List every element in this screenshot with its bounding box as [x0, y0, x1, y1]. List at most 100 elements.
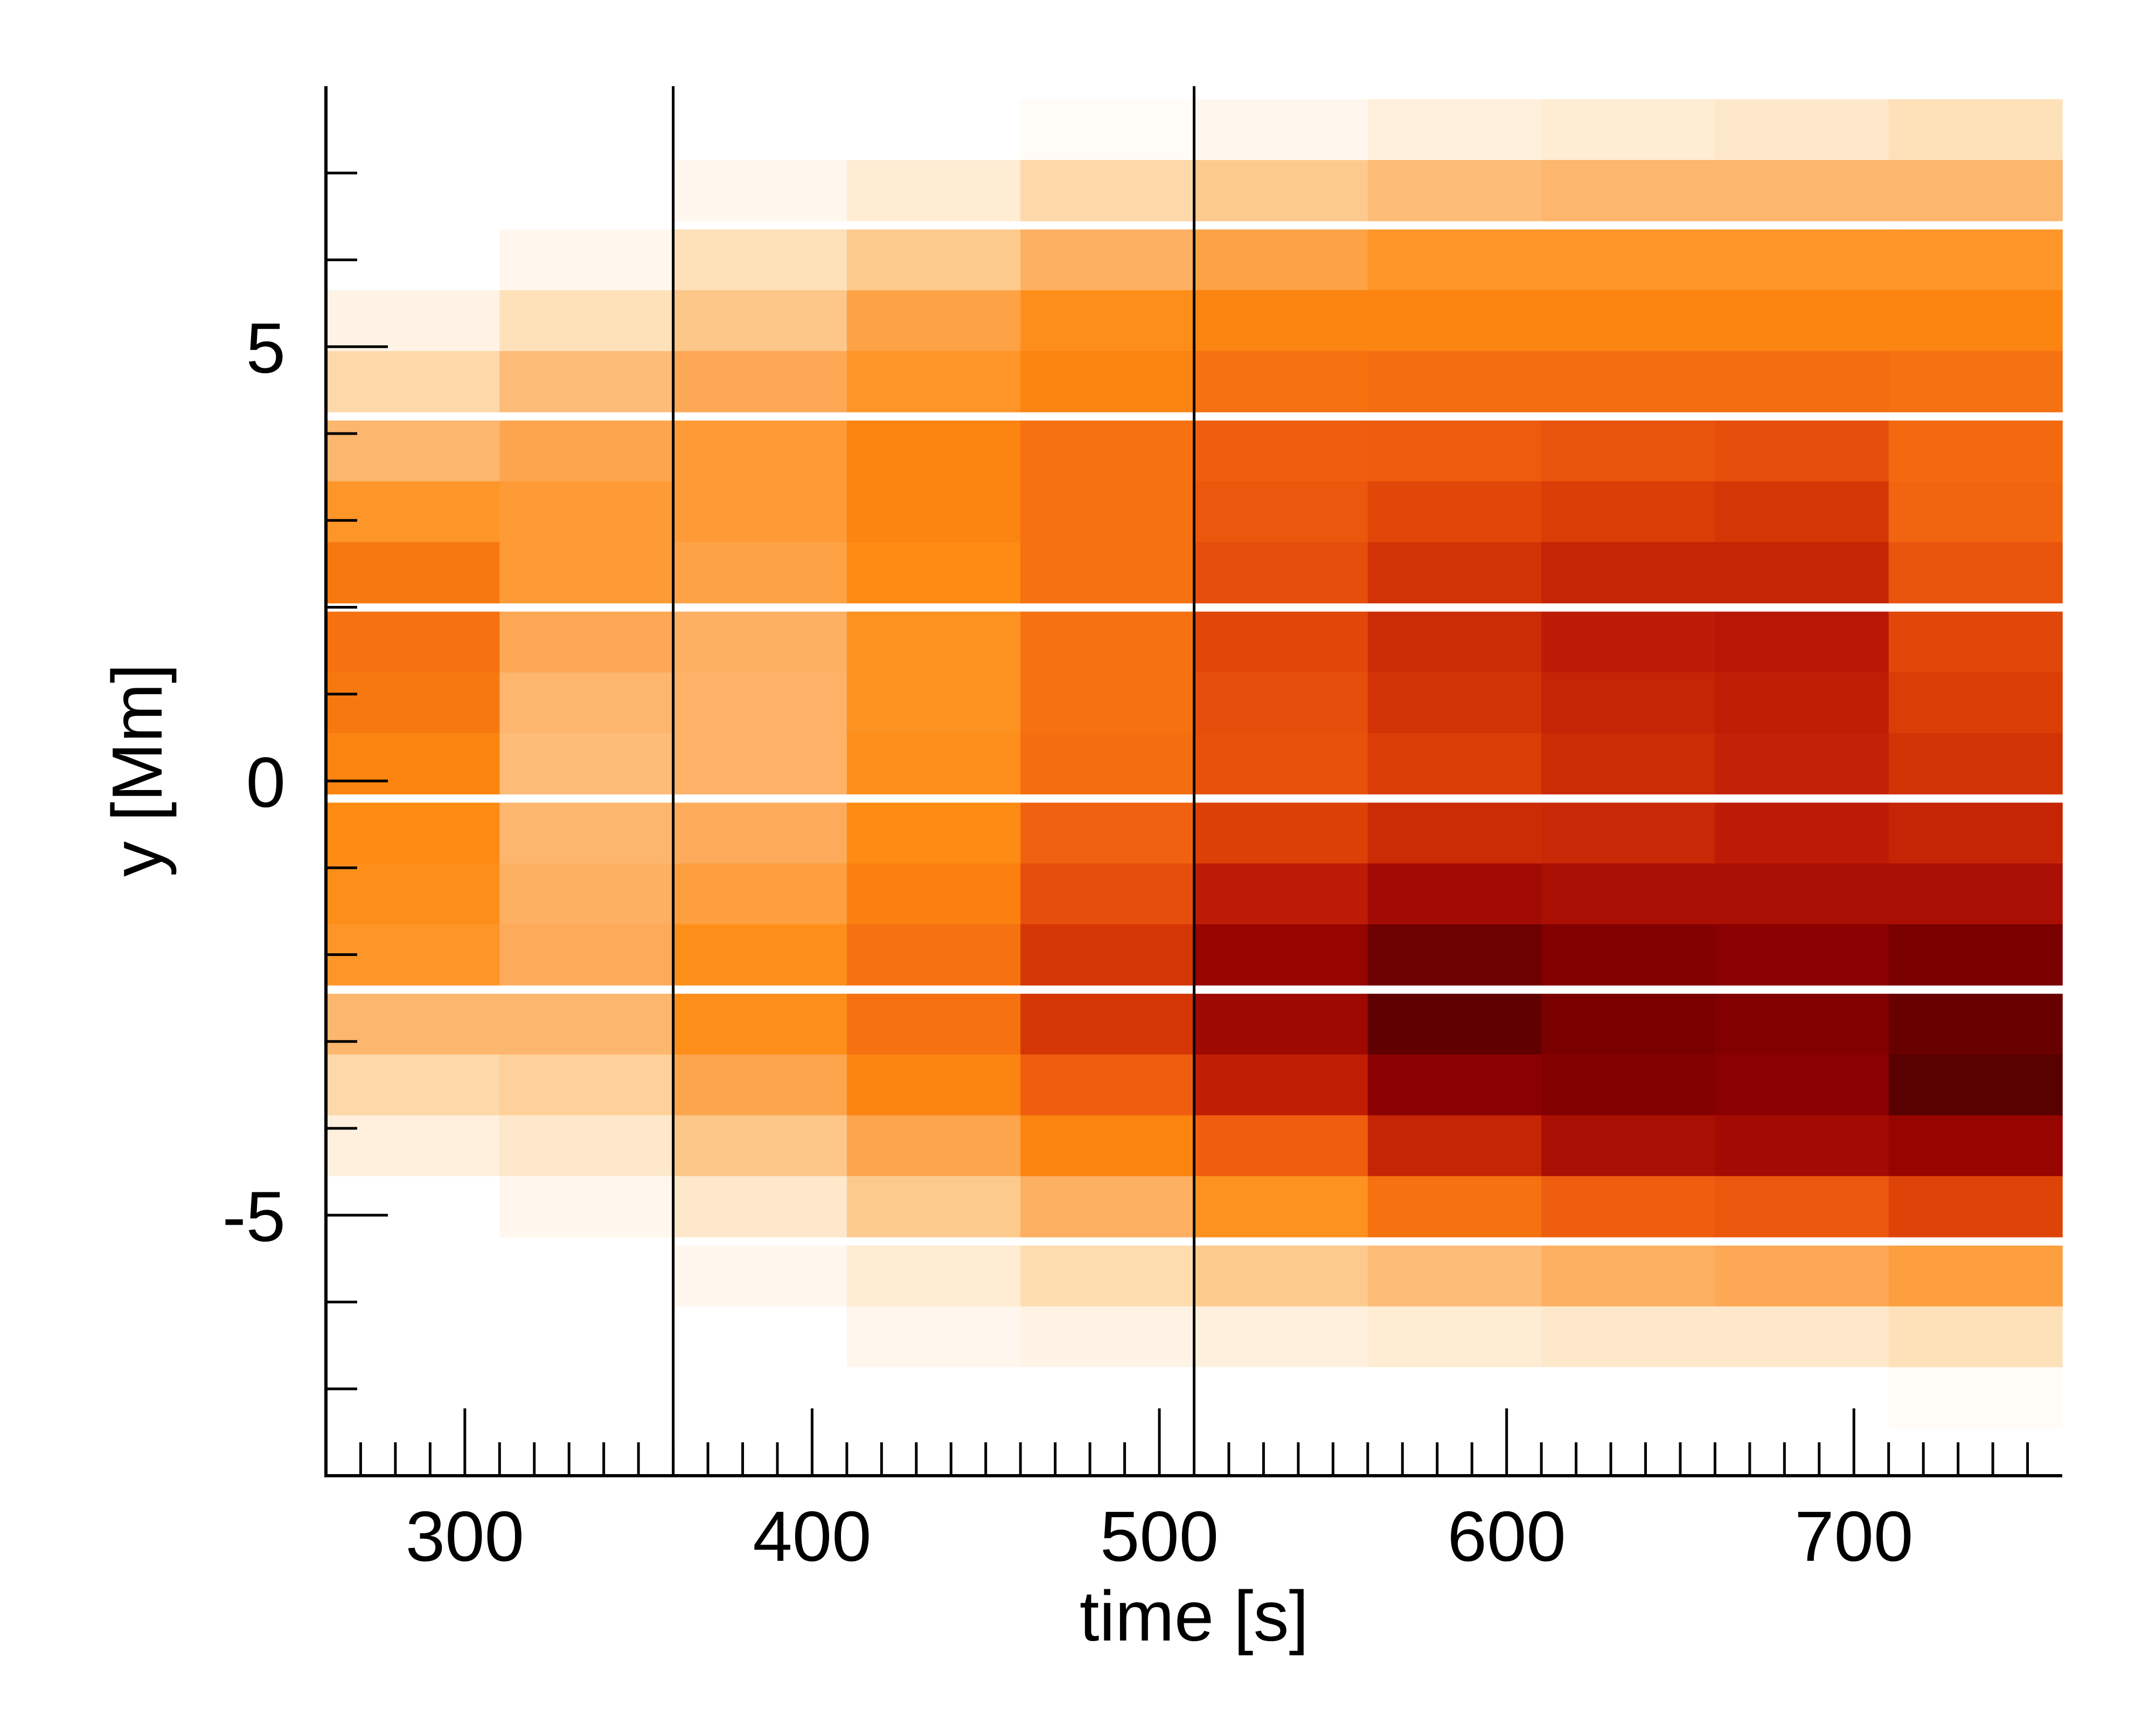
heatmap-cell	[1194, 924, 1368, 986]
heatmap-cell	[1715, 290, 1889, 352]
y-tick-labels: 5 0 -5	[222, 309, 286, 1257]
heatmap-cell	[1715, 924, 1889, 986]
heatmap-cell	[1020, 481, 1195, 543]
y-axis-label: y [Mm]	[98, 664, 177, 877]
heatmap-cell	[846, 420, 1021, 482]
heatmap-cell	[1715, 481, 1889, 543]
heatmap-cell	[1020, 1115, 1195, 1177]
heatmap-cell	[499, 672, 674, 734]
heatmap-cell	[1194, 863, 1368, 925]
heatmap-cell	[1541, 733, 1716, 794]
heatmap-cell	[326, 1054, 500, 1116]
heatmap-cell	[326, 420, 500, 482]
heatmap-cell	[673, 481, 847, 543]
heatmap-cell	[673, 1176, 847, 1238]
heatmap-cell	[1367, 863, 1542, 925]
heatmap-cell	[1888, 611, 2063, 673]
heatmap-cell	[1367, 1367, 1542, 1429]
heatmap-cell	[1020, 229, 1195, 291]
heatmap-cell	[499, 160, 674, 221]
heatmap-cell	[1541, 290, 1716, 352]
heatmap-cell	[846, 1115, 1021, 1177]
heatmap-cell	[1367, 1176, 1542, 1238]
heatmap-cell	[846, 1054, 1021, 1116]
heatmap-cell	[499, 924, 674, 986]
heatmap-cell	[326, 1245, 500, 1307]
heatmap-cell	[1541, 229, 1716, 291]
heatmap-cell	[846, 733, 1021, 794]
heatmap-cell	[1020, 160, 1195, 221]
heatmap-cell	[846, 863, 1021, 925]
heatmap-cells	[326, 99, 2063, 1429]
heatmap-cell	[673, 1245, 847, 1307]
heatmap-cell	[1715, 420, 1889, 482]
heatmap-cell	[1367, 924, 1542, 986]
heatmap-cell	[326, 1306, 500, 1368]
heatmap-cell	[673, 994, 847, 1055]
heatmap-cell	[326, 290, 500, 352]
heatmap-cell	[673, 290, 847, 352]
heatmap-cell	[499, 1306, 674, 1368]
heatmap-cell	[1888, 924, 2063, 986]
y-tick-label: -5	[222, 1177, 286, 1256]
heatmap-cell	[1541, 994, 1716, 1055]
heatmap-cell	[673, 160, 847, 221]
heatmap-cell	[1888, 99, 2063, 160]
heatmap-cell	[1367, 1245, 1542, 1307]
heatmap-cell	[1715, 863, 1889, 925]
heatmap-cell	[1888, 160, 2063, 221]
heatmap-cell	[1194, 1115, 1368, 1177]
heatmap-cell	[673, 99, 847, 160]
heatmap-cell	[1367, 229, 1542, 291]
heatmap-cell	[673, 1306, 847, 1368]
heatmap-cell	[499, 863, 674, 925]
heatmap-cell	[846, 611, 1021, 673]
heatmap-cell	[1020, 420, 1195, 482]
heatmap-cell	[499, 420, 674, 482]
heatmap-cell	[673, 863, 847, 925]
heatmap-cell	[326, 160, 500, 221]
heatmap-cell	[499, 229, 674, 291]
heatmap-cell	[1367, 290, 1542, 352]
heatmap-cell	[1888, 1176, 2063, 1238]
heatmap-cell	[1194, 1054, 1368, 1116]
heatmap-cell	[846, 229, 1021, 291]
heatmap-cell	[1715, 733, 1889, 794]
heatmap-cell	[1367, 733, 1542, 794]
heatmap-cell	[1888, 1054, 2063, 1116]
heatmap-cell	[1020, 351, 1195, 413]
heatmap-cell	[846, 1176, 1021, 1238]
heatmap-cell	[1715, 1306, 1889, 1368]
heatmap-cell	[673, 802, 847, 864]
heatmap-cell	[673, 351, 847, 413]
heatmap-cell	[1541, 924, 1716, 986]
heatmap-cell	[1888, 290, 2063, 352]
heatmap-cell	[1715, 1245, 1889, 1307]
heatmap-cell	[326, 802, 500, 864]
heatmap-cell	[1715, 1054, 1889, 1116]
heatmap-cell	[1367, 611, 1542, 673]
heatmap-cell	[1020, 733, 1195, 794]
heatmap-cell	[1194, 802, 1368, 864]
heatmap-cell	[1541, 1176, 1716, 1238]
heatmap-cell	[499, 481, 674, 543]
heatmap-cell	[1541, 1367, 1716, 1429]
heatmap-cell	[1541, 481, 1716, 543]
heatmap-cell	[1888, 802, 2063, 864]
heatmap-cell	[846, 99, 1021, 160]
x-tick-label: 600	[1448, 1497, 1566, 1576]
heatmap-cell	[1367, 542, 1542, 604]
heatmap-cell	[1541, 1115, 1716, 1177]
heatmap-cell	[499, 1367, 674, 1429]
heatmap-cell	[1888, 994, 2063, 1055]
heatmap-cell	[673, 542, 847, 604]
heatmap-cell	[1541, 863, 1716, 925]
heatmap-cell	[1194, 290, 1368, 352]
heatmap-cell	[1888, 1367, 2063, 1429]
heatmap-cell	[1888, 420, 2063, 482]
heatmap-cell	[1194, 481, 1368, 543]
heatmap-cell	[1194, 420, 1368, 482]
heatmap-cell	[673, 420, 847, 482]
heatmap-cell	[1367, 994, 1542, 1055]
